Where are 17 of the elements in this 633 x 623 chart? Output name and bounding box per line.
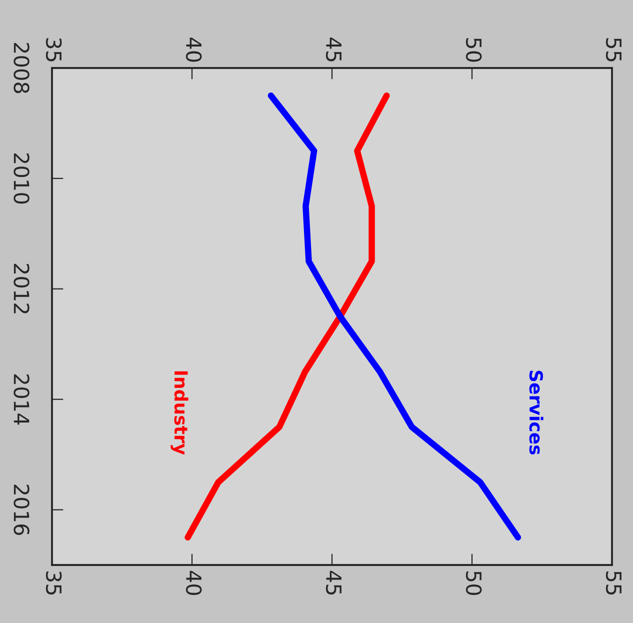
- y-tick-label: 2016: [14, 484, 30, 535]
- x-tick-label: 55: [606, 571, 622, 595]
- x2-tick-label: 50: [466, 38, 482, 62]
- x-tick-label: 40: [186, 570, 202, 595]
- y-tick-label: 2010: [14, 153, 30, 204]
- y-tick-label: 2014: [14, 374, 30, 425]
- y-tick-label: 2008: [14, 43, 30, 94]
- x-tick-label: 50: [466, 571, 482, 595]
- x2-tick-label: 45: [326, 38, 342, 62]
- x2-tick-label: 55: [606, 38, 622, 62]
- text: Services: [529, 370, 544, 454]
- x2-tick-label: 35: [46, 38, 62, 62]
- text: Industry: [170, 371, 188, 455]
- x-tick-label: 45: [326, 570, 342, 595]
- x-tick-label: 35: [46, 571, 62, 595]
- x2-tick-label: 40: [186, 38, 202, 62]
- y-tick-label: 2012: [14, 264, 30, 314]
